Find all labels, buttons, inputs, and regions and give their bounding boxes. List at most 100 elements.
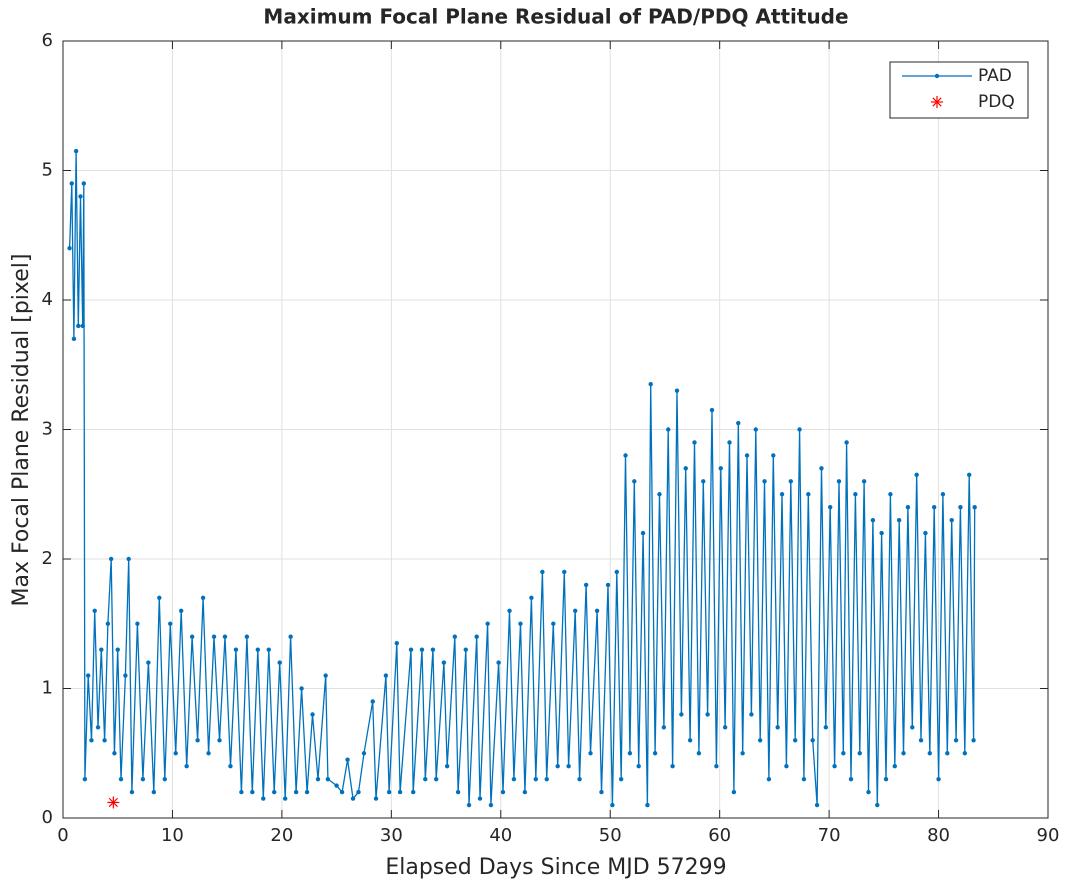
data-point [544, 776, 549, 782]
data-point [910, 725, 915, 730]
data-point [940, 492, 946, 497]
x-tick-label: 60 [708, 825, 731, 846]
data-point [779, 492, 785, 497]
data-point [819, 466, 824, 471]
data-point [610, 802, 615, 808]
data-point [184, 764, 189, 769]
data-point [775, 725, 780, 730]
x-tick-label: 10 [161, 825, 184, 846]
data-point [875, 802, 880, 808]
data-point [931, 505, 937, 510]
data-point [533, 776, 538, 782]
data-point [888, 492, 893, 497]
data-point [709, 407, 715, 413]
data-point [507, 608, 512, 613]
data-point [652, 751, 658, 756]
data-point [788, 479, 794, 484]
data-point [573, 608, 578, 613]
data-point [632, 479, 637, 484]
data-point [918, 738, 924, 743]
data-point [474, 634, 479, 639]
data-point [883, 776, 889, 782]
data-point [766, 776, 772, 782]
data-point [757, 738, 763, 743]
data-point [762, 479, 767, 484]
data-point [701, 479, 706, 484]
data-point [233, 647, 239, 652]
data-point [310, 712, 315, 717]
data-point [945, 751, 950, 756]
data-point [485, 621, 490, 626]
data-point [731, 789, 737, 795]
data-point [683, 466, 688, 471]
data-point [244, 634, 250, 639]
data-point [463, 647, 468, 652]
data-point [727, 440, 732, 445]
data-point [832, 764, 837, 769]
data-point [614, 569, 619, 575]
data-point [892, 764, 897, 769]
data-point [408, 647, 414, 652]
data-point [386, 789, 392, 795]
data-point [419, 647, 425, 652]
data-point [801, 776, 807, 782]
data-point [135, 621, 140, 626]
data-point [383, 673, 389, 678]
y-tick-label: 6 [42, 30, 53, 51]
data-point [496, 660, 501, 665]
x-tick-label: 90 [1037, 825, 1060, 846]
data-point [80, 323, 85, 329]
data-point [949, 517, 954, 523]
data-point [157, 595, 162, 601]
data-point [705, 712, 710, 717]
data-point [866, 789, 871, 795]
data-point [958, 505, 963, 510]
data-point [411, 789, 416, 795]
data-point [266, 647, 271, 652]
legend-marker [931, 96, 943, 108]
data-point [674, 388, 680, 393]
data-point [936, 776, 941, 782]
data-point [828, 505, 833, 510]
legend-label: PDQ [978, 92, 1015, 112]
data-point [529, 595, 534, 601]
data-point [370, 699, 375, 704]
data-point [89, 738, 94, 743]
data-point [222, 634, 228, 639]
data-point [206, 751, 211, 756]
data-point [540, 569, 545, 575]
x-axis-label: Elapsed Days Since MJD 57299 [385, 855, 726, 880]
data-point [879, 530, 884, 536]
data-point [315, 776, 321, 782]
data-point [692, 440, 697, 445]
data-point [71, 336, 77, 342]
data-point [140, 776, 146, 782]
data-point [239, 789, 244, 795]
data-point [771, 453, 776, 458]
data-point [85, 673, 91, 678]
legend-marker [934, 73, 940, 79]
data-point [69, 181, 74, 186]
data-point [118, 776, 124, 782]
data-point [339, 789, 345, 795]
data-point [162, 776, 167, 782]
data-point [666, 427, 671, 432]
y-tick-label: 1 [42, 678, 53, 699]
data-point [444, 764, 450, 769]
data-point [749, 712, 754, 717]
data-point [679, 712, 684, 717]
data-point [455, 789, 461, 795]
data-point [927, 751, 932, 756]
data-point [870, 517, 876, 523]
data-point [293, 789, 299, 795]
data-point [618, 776, 624, 782]
x-tick-label: 50 [599, 825, 622, 846]
data-point [452, 634, 458, 639]
x-tick-label: 20 [270, 825, 293, 846]
data-point [836, 479, 842, 484]
data-point [345, 757, 350, 762]
data-point [661, 725, 667, 730]
data-point [784, 764, 789, 769]
